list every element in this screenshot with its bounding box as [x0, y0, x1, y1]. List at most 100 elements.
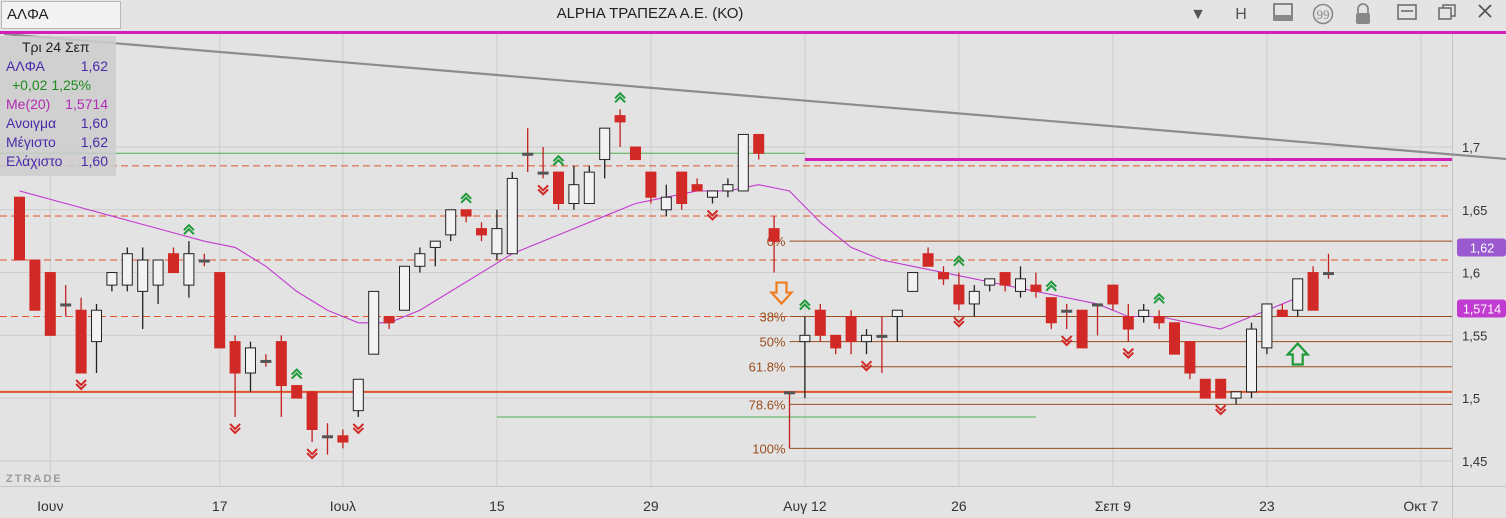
- buy-signal-marker: [1153, 292, 1165, 304]
- price-tick-label: 1,6: [1462, 266, 1480, 281]
- candle-body: [891, 309, 903, 318]
- buy-signal-marker: [552, 154, 565, 166]
- candle-body: [645, 171, 657, 198]
- candle-body: [214, 272, 226, 349]
- price-chart[interactable]: 0%38%50%61.8%78.6%100%1,451,51,551,61,65…: [0, 34, 1506, 518]
- candle-body: [121, 253, 133, 286]
- time-tick-label: 15: [489, 498, 505, 514]
- candle-body: [29, 259, 41, 311]
- info-price: 1,62: [80, 58, 108, 74]
- info-low-row: Ελάχιστο 1,60: [6, 152, 112, 170]
- quote-icon[interactable]: 99: [1308, 3, 1338, 27]
- info-ma-label: Me(20): [6, 96, 51, 112]
- candle-body: [352, 378, 364, 412]
- info-high-row: Μέγιστο 1,62: [6, 133, 112, 151]
- info-ma-row: Me(20) 1,5714: [6, 95, 112, 113]
- chart-window-icon[interactable]: [1268, 3, 1298, 27]
- buy-signal-marker: [290, 368, 303, 380]
- candle-body: [1061, 309, 1073, 313]
- candle-body: [414, 253, 426, 267]
- candle-body: [845, 316, 857, 343]
- sell-signal-marker: [229, 423, 241, 435]
- sell-signal-marker: [306, 448, 318, 460]
- info-date: Τρι 24 Σεπ: [22, 39, 90, 55]
- candle-body: [275, 341, 287, 387]
- buy-signal-marker: [460, 192, 472, 204]
- info-open-value: 1,60: [80, 115, 108, 131]
- candle-body: [476, 228, 487, 236]
- info-symbol-row: ΑΛΦΑ 1,62: [6, 57, 112, 75]
- candle-body: [1323, 272, 1334, 276]
- close-icon[interactable]: [1470, 3, 1500, 27]
- candle-body: [60, 303, 72, 307]
- candle-body: [137, 259, 149, 292]
- time-tick-label: 29: [643, 498, 659, 514]
- active-window-indicator: [0, 31, 1506, 34]
- candle-body: [1230, 391, 1242, 399]
- candle-body: [429, 240, 441, 248]
- candle-body: [753, 133, 765, 154]
- time-tick-label: Αυγ 12: [783, 498, 827, 514]
- sell-signal-marker: [75, 379, 87, 391]
- minimize-icon[interactable]: [1392, 3, 1422, 27]
- info-open-label: Ανοιγμα: [6, 115, 57, 131]
- h-button[interactable]: H: [1235, 6, 1247, 23]
- candle-body: [1215, 378, 1227, 399]
- ma-value-badge: 1,5714: [1463, 302, 1501, 316]
- candle-body: [506, 177, 518, 255]
- candle-body: [799, 334, 811, 343]
- candle-body: [460, 209, 472, 217]
- restore-icon[interactable]: [1432, 3, 1462, 27]
- price-tick-label: 1,45: [1462, 454, 1487, 469]
- candle-body: [999, 272, 1011, 286]
- candle-body: [14, 196, 25, 261]
- price-tick-label: 1,55: [1462, 328, 1487, 343]
- candle-body: [830, 334, 842, 349]
- info-high-value: 1,62: [80, 134, 108, 150]
- candle-body: [968, 290, 980, 305]
- candle-body: [660, 196, 672, 211]
- candle-body: [707, 190, 718, 198]
- candle-body: [922, 253, 934, 267]
- sell-signal-marker: [953, 316, 965, 328]
- candle-body: [1199, 378, 1211, 399]
- candle-body: [1092, 303, 1103, 307]
- candle-body: [183, 253, 195, 286]
- lock-icon[interactable]: [1348, 3, 1378, 27]
- candle-body: [1030, 284, 1042, 292]
- up-arrow-marker: [1285, 341, 1311, 366]
- candle-body: [1153, 316, 1165, 324]
- candle-body: [614, 115, 626, 123]
- candle-body: [553, 171, 564, 205]
- sell-signal-marker: [537, 184, 549, 196]
- candle-body: [44, 272, 56, 336]
- buy-signal-marker: [953, 255, 965, 267]
- price-tick-label: 1,5: [1462, 391, 1480, 406]
- down-arrow-marker: [769, 281, 794, 306]
- time-tick-label: 23: [1259, 498, 1275, 514]
- candle-body: [814, 309, 826, 336]
- candle-body: [630, 146, 641, 161]
- title-bar: ΑΛΦΑ ALPHA ΤΡΑΠΕΖΑ Α.Ε. (ΚΟ) ▼ H 99: [0, 0, 1506, 32]
- info-symbol: ΑΛΦΑ: [6, 58, 45, 74]
- candle-body: [106, 272, 118, 286]
- caret-down-icon[interactable]: ▼: [1190, 6, 1206, 23]
- symbol-input[interactable]: ΑΛΦΑ: [1, 1, 121, 29]
- candle-body: [152, 259, 164, 286]
- candle-body: [599, 127, 611, 161]
- candle-body: [583, 171, 595, 205]
- candle-body: [861, 334, 872, 343]
- candle-body: [1076, 309, 1088, 349]
- sell-signal-marker: [706, 209, 719, 221]
- candle-body: [691, 184, 703, 192]
- sell-signal-marker: [1060, 335, 1073, 347]
- sell-signal-marker: [1214, 404, 1227, 416]
- candle-body: [168, 253, 179, 274]
- candle-body: [198, 259, 210, 263]
- candle-body: [245, 347, 256, 374]
- buy-signal-marker: [799, 299, 811, 311]
- ma-value-badge-background: [1457, 299, 1506, 318]
- candle-body: [876, 334, 888, 338]
- time-tick-label: Σεπ 9: [1095, 498, 1131, 514]
- candle-body: [938, 272, 949, 280]
